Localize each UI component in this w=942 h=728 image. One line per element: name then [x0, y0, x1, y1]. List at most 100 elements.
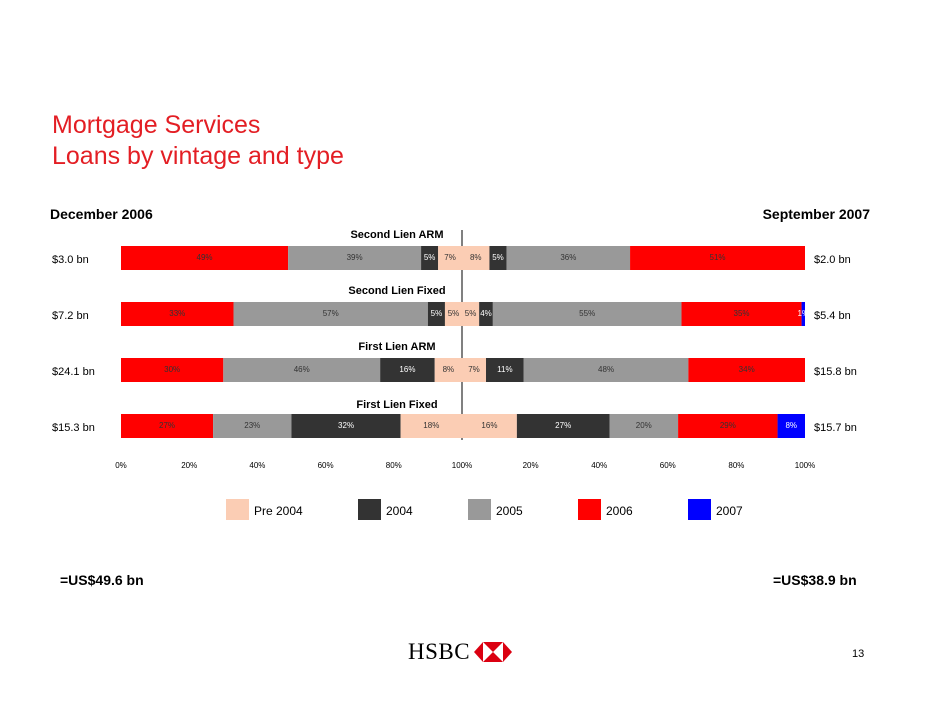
right-bar-row1-seg1 [462, 246, 490, 270]
legend-swatch-4 [578, 499, 601, 520]
left-row-total-1: $3.0 bn [52, 254, 89, 266]
legend-swatch-5 [688, 499, 711, 520]
left-bar-label-row1-seg4: 7% [444, 253, 456, 262]
left-bar-row1-seg1 [121, 246, 289, 270]
right-bar-label-row3-seg3: 48% [598, 365, 614, 374]
left-bar-label-row1-seg3: 5% [424, 253, 436, 262]
right-bar-row2-seg3 [492, 302, 682, 326]
right-period-header: September 2007 [762, 206, 870, 222]
right-bar-label-row3-seg4: 34% [739, 365, 755, 374]
left-bar-label-row3-seg4: 8% [443, 365, 455, 374]
legend-label-5: 2007 [716, 504, 743, 518]
legend-label-3: 2005 [496, 504, 523, 518]
left-bar-row4-seg2 [213, 414, 292, 438]
right-bar-label-row4-seg2: 27% [555, 421, 571, 430]
legend-label-2: 2004 [386, 504, 413, 518]
left-bar-label-row4-seg4: 18% [423, 421, 439, 430]
right-row-total-2: $5.4 bn [814, 310, 851, 322]
category-label-2: Second Lien Fixed [348, 285, 445, 297]
right-bar-row3-seg4 [688, 358, 805, 382]
left-x-tick-6: 100% [452, 461, 472, 470]
right-bar-row1-seg2 [489, 246, 507, 270]
left-bar-row3-seg4 [434, 358, 462, 382]
page-number: 13 [852, 648, 865, 660]
stacked-bar-chart: Second Lien ARM 49% 39% 5% 7% $3.0 bn 8% 5% 36% 5… [52, 229, 857, 520]
left-bar-row1-seg3 [421, 246, 439, 270]
left-bar-label-row3-seg1: 30% [164, 365, 180, 374]
right-bar-label-row3-seg2: 11% [497, 365, 512, 374]
left-bar-label-row3-seg2: 46% [294, 365, 310, 374]
category-label-1: Second Lien ARM [350, 229, 443, 241]
left-bar-label-row2-seg3: 5% [431, 309, 443, 318]
legend-swatch-2 [358, 499, 381, 520]
left-x-tick-1: 0% [115, 461, 127, 470]
left-bar-row2-seg4 [444, 302, 462, 326]
right-bar-row2-seg2 [479, 302, 493, 326]
legend-label-4: 2006 [606, 504, 633, 518]
left-bar-label-row1-seg1: 49% [197, 253, 213, 262]
legend-swatch-1 [226, 499, 249, 520]
right-bar-row4-seg4 [678, 414, 778, 438]
left-bar-row4-seg1 [121, 414, 214, 438]
right-bar-label-row4-seg4: 29% [720, 421, 736, 430]
left-bar-label-row4-seg2: 23% [244, 421, 260, 430]
right-bar-label-row1-seg2: 5% [492, 253, 504, 262]
hsbc-logo: HSBC [408, 639, 513, 665]
right-bar-label-row4-seg3: 20% [636, 421, 652, 430]
left-bar-row1-seg4 [438, 246, 462, 270]
left-bar-row2-seg2 [233, 302, 428, 326]
right-bar-row4-seg5 [777, 414, 805, 438]
right-bar-label-row1-seg1: 8% [470, 253, 482, 262]
right-bar-label-row2-seg2: 4% [480, 309, 492, 318]
right-bar-label-row3-seg1: 7% [468, 365, 480, 374]
hexagon-logo-icon [474, 642, 513, 662]
right-x-tick-3: 60% [660, 461, 676, 470]
page-title: Mortgage Services Loans by vintage and t… [52, 110, 344, 172]
title-line-1: Mortgage Services [52, 111, 261, 139]
right-bar-row3-seg3 [523, 358, 689, 382]
left-x-tick-4: 60% [318, 461, 334, 470]
logo-text: HSBC [408, 639, 471, 664]
left-row-total-4: $15.3 bn [52, 422, 95, 434]
right-bar-row2-seg4 [681, 302, 802, 326]
right-bar-label-row2-seg1: 5% [465, 309, 477, 318]
right-bar-label-row1-seg3: 36% [560, 253, 576, 262]
right-row-total-1: $2.0 bn [814, 254, 851, 266]
left-bar-label-row4-seg3: 32% [338, 421, 354, 430]
right-bar-label-row1-seg4: 51% [710, 253, 726, 262]
right-bar-label-row2-seg5: 1% [798, 309, 810, 318]
right-bar-label-row2-seg3: 55% [579, 309, 595, 318]
right-bar-label-row4-seg5: 8% [785, 421, 797, 430]
left-bar-row4-seg3 [291, 414, 401, 438]
right-bar-label-row4-seg1: 16% [481, 421, 497, 430]
right-bar-row4-seg3 [609, 414, 679, 438]
left-bar-label-row1-seg2: 39% [347, 253, 363, 262]
right-bar-row4-seg2 [516, 414, 610, 438]
left-bar-row3-seg1 [121, 358, 224, 382]
legend-label-1: Pre 2004 [254, 504, 303, 518]
right-bar-row1-seg4 [630, 246, 805, 270]
left-row-total-2: $7.2 bn [52, 310, 89, 322]
right-x-tick-5: 100% [795, 461, 815, 470]
left-bar-row2-seg1 [121, 302, 234, 326]
left-bar-row1-seg2 [288, 246, 422, 270]
right-total: =US$38.9 bn [773, 572, 857, 588]
left-bar-label-row2-seg1: 33% [169, 309, 185, 318]
title-line-2: Loans by vintage and type [52, 142, 344, 170]
left-bar-row3-seg3 [380, 358, 435, 382]
right-row-total-3: $15.8 bn [814, 366, 857, 378]
category-label-4: First Lien Fixed [356, 399, 437, 411]
left-x-tick-3: 40% [249, 461, 265, 470]
left-bar-label-row4-seg1: 27% [159, 421, 175, 430]
left-bar-row4-seg4 [400, 414, 462, 438]
left-row-total-3: $24.1 bn [52, 366, 95, 378]
left-bar-label-row2-seg4: 5% [448, 309, 460, 318]
left-period-header: December 2006 [50, 206, 153, 222]
left-x-tick-5: 80% [386, 461, 402, 470]
right-x-tick-2: 40% [591, 461, 607, 470]
left-x-tick-2: 20% [181, 461, 197, 470]
right-bar-row2-seg5 [801, 302, 805, 326]
right-x-tick-4: 80% [728, 461, 744, 470]
right-bar-row4-seg1 [462, 414, 517, 438]
right-bar-row3-seg2 [486, 358, 524, 382]
